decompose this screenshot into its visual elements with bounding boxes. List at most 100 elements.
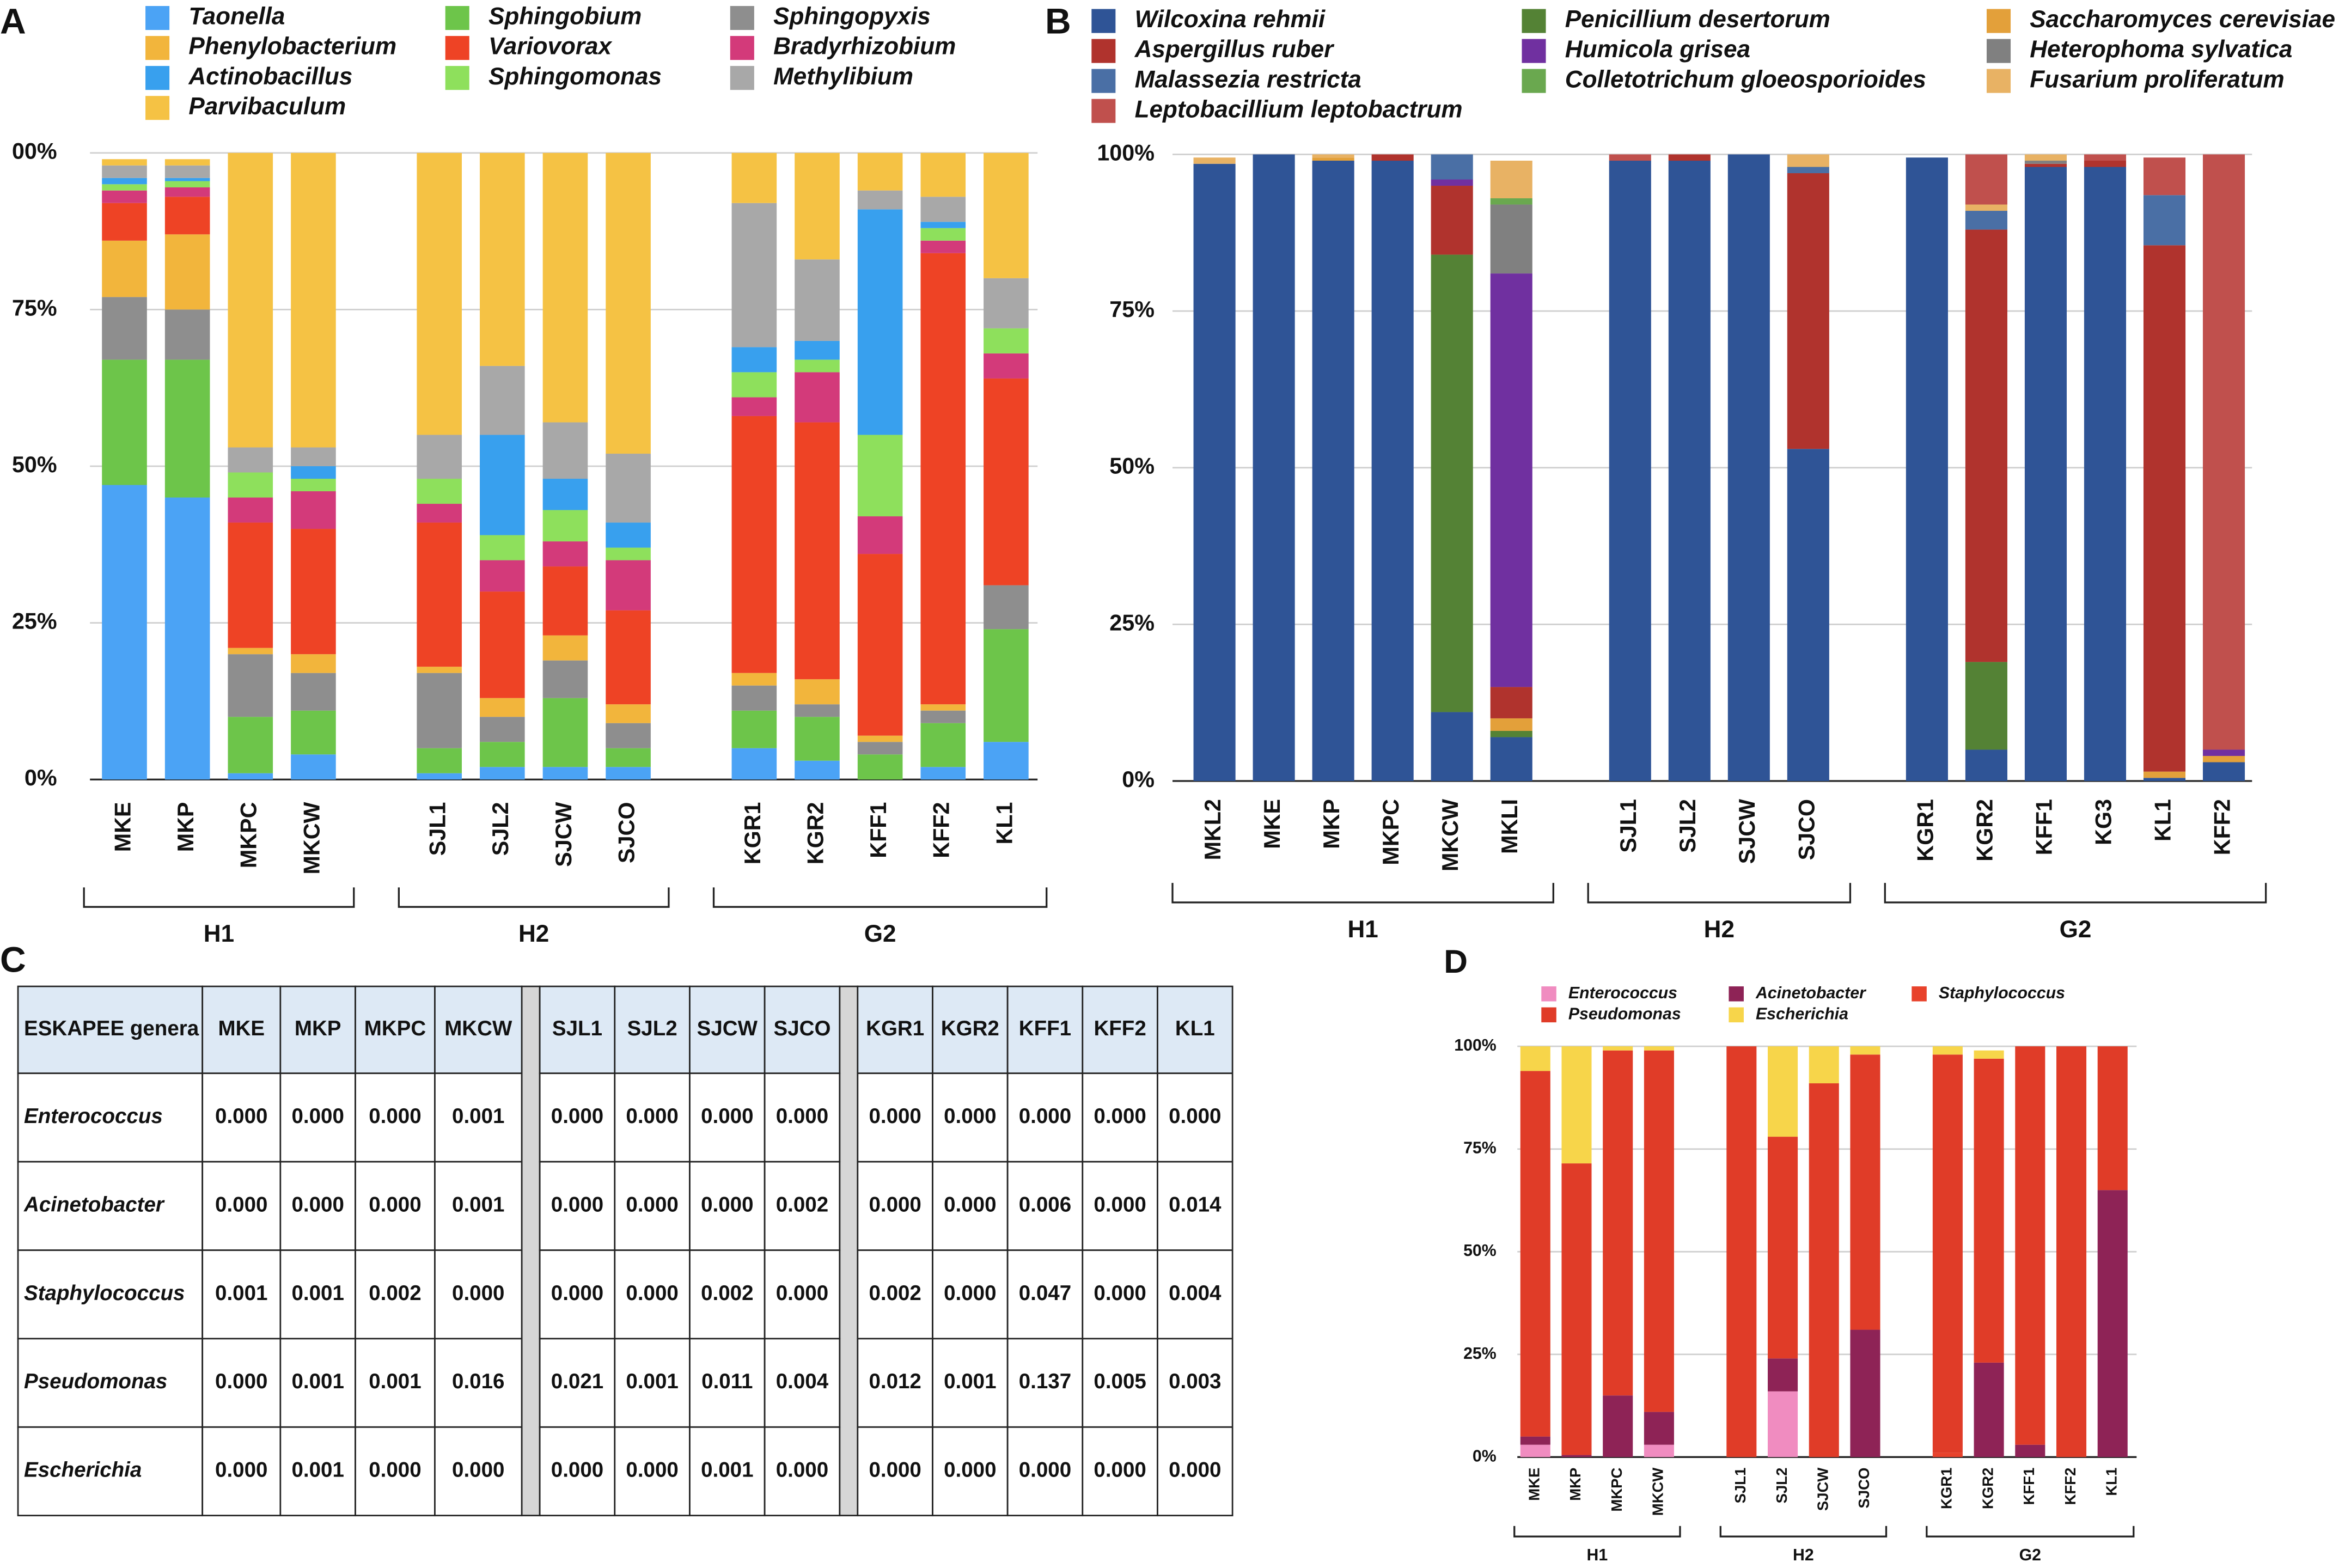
legend-swatch: [1522, 69, 1546, 93]
bar-segment: [291, 754, 336, 780]
table-cell: [201, 1161, 282, 1251]
bar-segment: [102, 203, 147, 241]
cell-value: 0.000: [452, 1282, 504, 1305]
group-bracket: [1926, 1526, 2135, 1538]
cell-value: 0.000: [369, 1459, 421, 1482]
table-cell: [689, 1426, 766, 1517]
header-text: SJL2: [627, 1017, 677, 1040]
bar-segment: [920, 152, 966, 197]
bar-segment: [920, 723, 966, 767]
bar-segment: [1603, 1050, 1633, 1396]
bar-segment: [920, 197, 966, 222]
cell-value: 0.000: [626, 1193, 678, 1216]
bar-segment: [102, 165, 147, 178]
bar-segment: [984, 378, 1029, 585]
header-cell: [1157, 985, 1233, 1075]
legend-swatch: [1729, 986, 1744, 1002]
x-tick-label: SJCO: [1855, 1468, 1872, 1509]
y-tick-label: 0%: [1122, 767, 1155, 792]
group-label: H1: [1347, 916, 1378, 943]
bar-segment: [164, 497, 210, 780]
group-label: H2: [1793, 1546, 1814, 1564]
bar-segment: [1644, 1444, 1674, 1457]
cell-value: 0.003: [1169, 1370, 1221, 1393]
table-cell: [434, 1161, 523, 1251]
x-tick-label: KFF1: [2020, 1468, 2037, 1505]
cell-value: 0.000: [626, 1459, 678, 1482]
header-cell: [932, 985, 1009, 1075]
x-tick-label: MKL2: [1200, 799, 1225, 860]
row-label: Staphylococcus: [24, 1282, 185, 1305]
bar-segment: [1490, 718, 1532, 731]
x-tick-label: MKE: [1260, 799, 1285, 849]
table-cell: [764, 1338, 841, 1428]
bar-segment: [542, 541, 588, 567]
cell-value: 0.002: [701, 1282, 753, 1305]
cell-value: 0.000: [215, 1459, 267, 1482]
bar-segment: [1727, 154, 1770, 781]
header-text: ESKAPEE genera: [24, 1017, 199, 1040]
x-tick-label: MKP: [1567, 1468, 1584, 1501]
bar-segment: [1932, 1054, 1963, 1453]
bar-segment: [1490, 687, 1532, 718]
bar-segment: [228, 447, 273, 473]
legend-label: Sphingomonas: [488, 63, 662, 90]
x-tick-label: MKCW: [1438, 799, 1463, 871]
bar-segment: [1312, 157, 1354, 161]
bar-segment: [984, 585, 1029, 630]
x-tick-label: MKLI: [1497, 799, 1522, 854]
bar-segment: [1371, 154, 1414, 161]
bar-segment: [857, 516, 903, 554]
bar-segment: [542, 566, 588, 636]
cell-value: 0.047: [1019, 1282, 1071, 1305]
cell-value: 0.001: [291, 1370, 344, 1393]
bar-segment: [1850, 1046, 1880, 1055]
legend-label: Fusarium proliferatum: [2030, 66, 2284, 93]
bar-segment: [480, 717, 525, 742]
header-text: SJL1: [552, 1017, 602, 1040]
bar-segment: [102, 485, 147, 780]
legend-swatch: [1091, 99, 1116, 123]
bar-segment: [795, 152, 840, 260]
table-cell: [434, 1338, 523, 1428]
cell-value: 0.000: [1019, 1105, 1071, 1128]
y-tick-label: 75%: [1463, 1139, 1497, 1157]
legend-swatch: [1091, 69, 1116, 93]
legend-label: Phenylobacterium: [188, 33, 396, 60]
cell-value: 0.000: [1169, 1459, 1221, 1482]
x-tick-label: MKE: [110, 802, 135, 852]
x-tick-label: MKP: [173, 802, 198, 852]
table-cell: [932, 1161, 1009, 1251]
bar-segment: [417, 673, 462, 748]
bar-segment: [2015, 1444, 2045, 1457]
cell-value: 0.000: [215, 1105, 267, 1128]
bar-segment: [2143, 157, 2186, 196]
group-bracket: [1884, 883, 2267, 904]
legend-swatch: [1091, 9, 1116, 33]
bar-segment: [1193, 157, 1236, 164]
bar-segment: [731, 347, 777, 373]
bar-segment: [2097, 1190, 2128, 1457]
bar-segment: [857, 754, 903, 780]
legend-label: Enterococcus: [1568, 984, 1677, 1002]
bar-segment: [2143, 195, 2186, 246]
bar-segment: [731, 152, 777, 203]
bar-segment: [1431, 254, 1473, 712]
legend-label: Heterophoma sylvatica: [2030, 36, 2292, 63]
header-text: SJCO: [774, 1017, 831, 1040]
legend-label: Aspergillus ruber: [1134, 36, 1335, 63]
bar-segment: [1965, 662, 2007, 750]
bar-segment: [2097, 1046, 2128, 1191]
table-cell: [539, 1072, 616, 1163]
header-text: KFF2: [1094, 1017, 1146, 1040]
cell-value: 0.000: [776, 1282, 828, 1305]
legend-label: Humicola grisea: [1565, 36, 1750, 63]
bar-segment: [1768, 1391, 1798, 1457]
bar-segment: [795, 760, 840, 780]
cell-value: 0.001: [452, 1193, 504, 1216]
bar-segment: [102, 359, 147, 485]
bar-segment: [731, 748, 777, 780]
group-bracket: [83, 887, 355, 908]
bar-segment: [1768, 1358, 1798, 1392]
